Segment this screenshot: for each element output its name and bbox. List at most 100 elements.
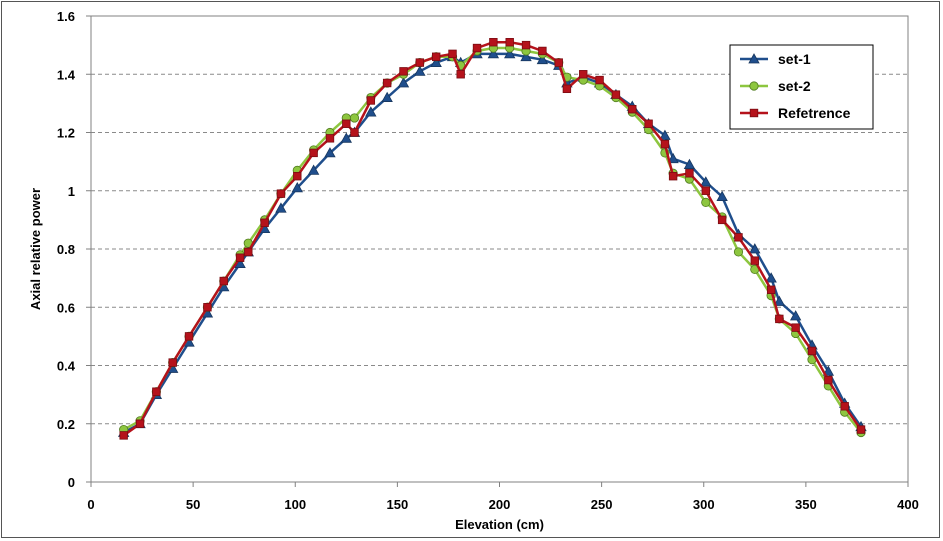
- y-tick-label: 1.2: [57, 126, 75, 141]
- data-point: [184, 332, 194, 341]
- x-tick-label: 200: [489, 497, 511, 512]
- legend-label: set-2: [778, 78, 811, 94]
- series-refetrence: [119, 38, 866, 440]
- data-point: [415, 58, 425, 67]
- legend-item: set-1: [740, 51, 811, 67]
- legend-label: Refetrence: [778, 105, 851, 121]
- data-point: [659, 129, 671, 140]
- legend-item: Refetrence: [740, 105, 851, 121]
- x-tick-label: 350: [795, 497, 817, 512]
- y-tick-label: 0.2: [57, 417, 75, 432]
- data-point: [521, 40, 531, 50]
- data-point: [219, 276, 228, 286]
- data-point: [309, 148, 318, 158]
- data-point: [119, 431, 128, 440]
- data-point: [366, 96, 376, 105]
- data-point: [504, 48, 516, 59]
- data-point: [750, 256, 760, 265]
- data-point: [381, 91, 393, 102]
- data-point: [414, 65, 426, 76]
- data-point: [340, 132, 352, 143]
- x-tick-label: 300: [693, 497, 715, 512]
- data-point: [487, 48, 500, 59]
- data-point: [562, 84, 572, 94]
- data-point: [717, 215, 727, 225]
- y-tick-label: 0: [68, 475, 75, 490]
- x-axis-title: Elevation (cm): [455, 517, 544, 532]
- x-tick-label: 100: [284, 497, 306, 512]
- data-point: [685, 169, 694, 178]
- data-point: [382, 78, 392, 88]
- data-point: [628, 105, 637, 114]
- data-point: [307, 164, 320, 175]
- data-point: [538, 46, 547, 56]
- data-point: [579, 70, 588, 79]
- data-point: [260, 218, 269, 227]
- data-point: [824, 375, 833, 385]
- data-point: [365, 106, 377, 117]
- data-point: [244, 247, 253, 257]
- data-point: [399, 67, 408, 76]
- data-point: [683, 158, 696, 169]
- data-point: [611, 90, 621, 99]
- data-point: [456, 70, 465, 79]
- legend-label: set-1: [778, 51, 811, 67]
- data-point: [775, 314, 784, 324]
- x-axis: 0 50 100 150 200 250 300 350 400: [87, 482, 919, 512]
- data-point: [235, 253, 245, 262]
- data-point: [791, 323, 800, 332]
- data-point: [765, 272, 777, 283]
- data-point: [324, 147, 336, 158]
- y-tick-label: 1: [68, 184, 75, 199]
- data-point: [734, 233, 743, 242]
- data-point: [766, 285, 776, 294]
- data-point: [275, 202, 287, 213]
- data-point: [168, 358, 177, 367]
- y-tick-label: 0.6: [57, 300, 75, 315]
- x-tick-label: 400: [897, 497, 919, 512]
- data-point: [448, 49, 457, 59]
- data-point: [733, 247, 744, 257]
- y-tick-label: 0.8: [57, 242, 75, 257]
- data-point: [430, 56, 442, 67]
- y-tick-label: 1.4: [57, 67, 76, 82]
- data-point: [701, 197, 711, 207]
- data-point: [749, 243, 761, 254]
- x-tick-label: 250: [591, 497, 613, 512]
- data-point: [773, 295, 786, 306]
- data-point: [291, 182, 303, 193]
- legend-swatch-marker: [748, 53, 760, 64]
- data-point: [700, 176, 712, 187]
- data-point: [349, 113, 360, 123]
- data-point: [840, 402, 849, 411]
- data-point: [135, 419, 145, 428]
- data-point: [644, 119, 653, 128]
- data-point: [595, 75, 604, 85]
- data-point: [822, 365, 835, 376]
- data-point: [701, 186, 710, 195]
- data-point: [203, 303, 212, 312]
- x-tick-label: 0: [87, 497, 94, 512]
- legend-swatch-marker: [749, 81, 759, 91]
- data-point: [667, 152, 679, 164]
- data-point: [276, 189, 286, 198]
- x-tick-label: 150: [387, 497, 409, 512]
- data-point: [716, 190, 728, 201]
- data-point: [325, 134, 335, 143]
- data-point: [554, 58, 563, 67]
- data-point: [520, 50, 532, 62]
- data-point: [660, 139, 670, 149]
- legend-swatch-marker: [749, 108, 759, 118]
- data-point: [152, 387, 161, 396]
- data-point: [668, 171, 678, 181]
- data-point: [807, 346, 817, 356]
- y-axis-title: Axial relative power: [28, 188, 43, 310]
- legend: set-1 set-2 Refetrence: [729, 44, 874, 130]
- data-point: [505, 38, 514, 47]
- data-point: [856, 425, 866, 434]
- data-point: [489, 38, 498, 47]
- y-tick-label: 1.6: [57, 9, 75, 24]
- y-axis: 0 0.2 0.4 0.6 0.8 1 1.2 1.4 1.6: [57, 9, 91, 490]
- data-point: [350, 128, 359, 137]
